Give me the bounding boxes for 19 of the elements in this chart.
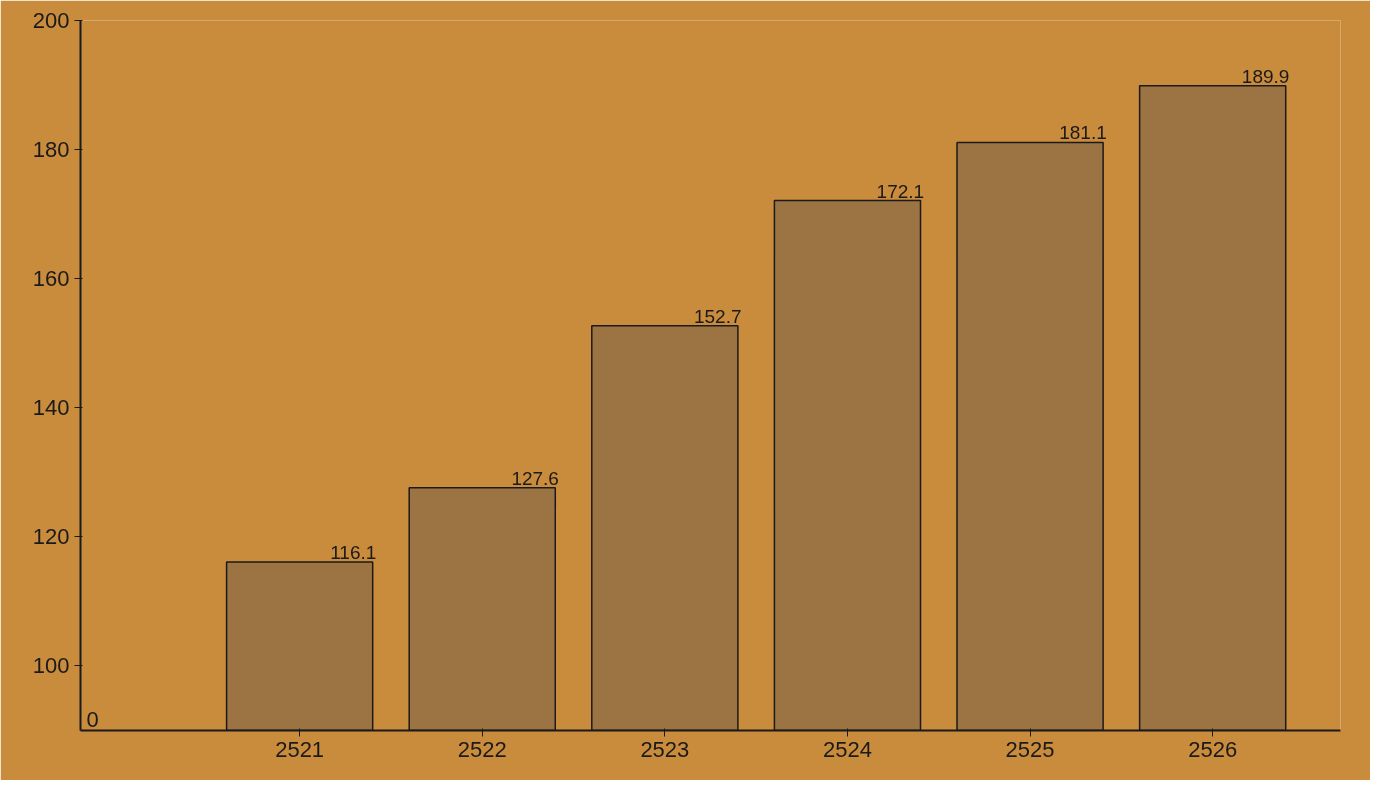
data-label: 152.7 xyxy=(694,305,742,327)
x-tick-label: 2525 xyxy=(1005,736,1055,762)
data-label: 172.1 xyxy=(876,180,925,202)
x-tick-label: 2523 xyxy=(640,736,690,762)
x-tick-label: 2521 xyxy=(275,736,325,762)
x-tick-label: 2524 xyxy=(822,736,872,762)
x-tick-label: 2526 xyxy=(1188,736,1238,762)
y-tick-label: 140 xyxy=(32,395,70,421)
data-label: 116.1 xyxy=(330,542,377,564)
data-label: 127.6 xyxy=(511,467,559,489)
y-tick-label: 100 xyxy=(32,653,70,679)
x-tick-label: 2522 xyxy=(457,736,507,762)
data-label: 189.9 xyxy=(1241,65,1290,87)
y-tick-label: 180 xyxy=(32,137,70,163)
annotation: 0 xyxy=(86,706,99,732)
y-tick-label: 160 xyxy=(32,266,70,292)
y-tick-label: 200 xyxy=(32,8,70,33)
y-tick-label: 120 xyxy=(32,524,70,550)
data-label: 181.1 xyxy=(1059,122,1107,144)
